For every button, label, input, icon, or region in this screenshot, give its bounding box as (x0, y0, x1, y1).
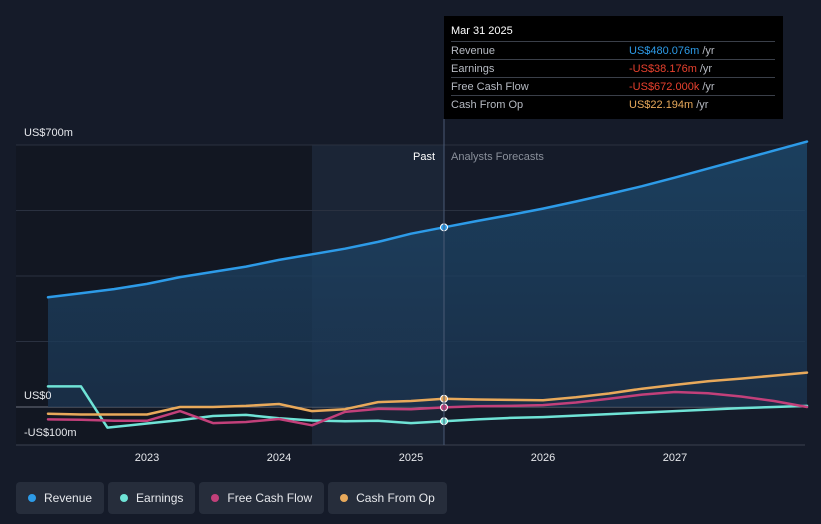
tooltip-row-cash-from-op: Cash From Op US$22.194m /yr (451, 95, 775, 113)
tooltip-row-revenue: Revenue US$480.076m /yr (451, 41, 775, 59)
tooltip-unit: /yr (699, 62, 713, 75)
x-tick-label: 2027 (663, 452, 687, 464)
legend-dot-icon (340, 494, 349, 502)
legend: Revenue Earnings Free Cash Flow Cash Fro… (16, 482, 447, 514)
legend-item-cash-from-op[interactable]: Cash From Op (328, 482, 447, 514)
tooltip-value: US$480.076m (629, 44, 700, 57)
legend-dot-icon (28, 494, 36, 502)
tooltip-unit: /yr (702, 80, 715, 93)
tooltip-value: US$22.194m (629, 98, 694, 111)
legend-dot-icon (211, 494, 220, 502)
tooltip-label: Free Cash Flow (451, 80, 529, 93)
tooltip-label: Revenue (451, 44, 496, 57)
tooltip-label: Earnings (451, 62, 495, 75)
earnings-line (46, 385, 809, 429)
markers (440, 119, 448, 445)
series (46, 140, 809, 429)
revenue-line (46, 140, 809, 299)
legend-label: Earnings (136, 491, 184, 505)
tooltip-label: Cash From Op (451, 98, 524, 111)
legend-dot-icon (120, 494, 129, 502)
free-cash-flow-line (46, 390, 809, 427)
x-tick-label: 2025 (399, 452, 423, 464)
tooltip-unit: /yr (702, 44, 715, 57)
tooltip-unit: /yr (696, 98, 709, 111)
legend-item-earnings[interactable]: Earnings (108, 482, 196, 514)
legend-label: Revenue (44, 491, 93, 505)
y-tick-label: US$0 (24, 390, 52, 402)
tooltip-row-free-cash-flow: Free Cash Flow -US$672.000k /yr (451, 77, 775, 95)
x-tick-label: 2026 (531, 452, 555, 464)
x-tick-label: 2023 (135, 452, 159, 464)
tooltip-value: -US$38.176m (629, 62, 697, 75)
legend-label: Free Cash Flow (227, 491, 313, 505)
axes: US$700m US$0 -US$100m 2023 2024 2025 2026 2027 (24, 127, 687, 464)
forecast-label: Analysts Forecasts (451, 151, 544, 163)
tooltip: Mar 31 2025 Revenue US$480.076m /yr Earn… (444, 16, 783, 119)
tooltip-date: Mar 31 2025 (451, 25, 513, 37)
tooltip-value: -US$672.000k (629, 80, 700, 93)
tooltip-row-earnings: Earnings -US$38.176m /yr (451, 59, 775, 77)
past-label: Past (413, 151, 435, 163)
legend-label: Cash From Op (356, 491, 435, 505)
cash-from-op-line (46, 371, 809, 416)
revenue-area (48, 141, 807, 407)
y-tick-label: US$700m (24, 127, 73, 139)
legend-item-revenue[interactable]: Revenue (16, 482, 105, 514)
x-tick-label: 2024 (267, 452, 291, 464)
legend-item-free-cash-flow[interactable]: Free Cash Flow (199, 482, 325, 514)
y-tick-label: -US$100m (24, 427, 77, 439)
